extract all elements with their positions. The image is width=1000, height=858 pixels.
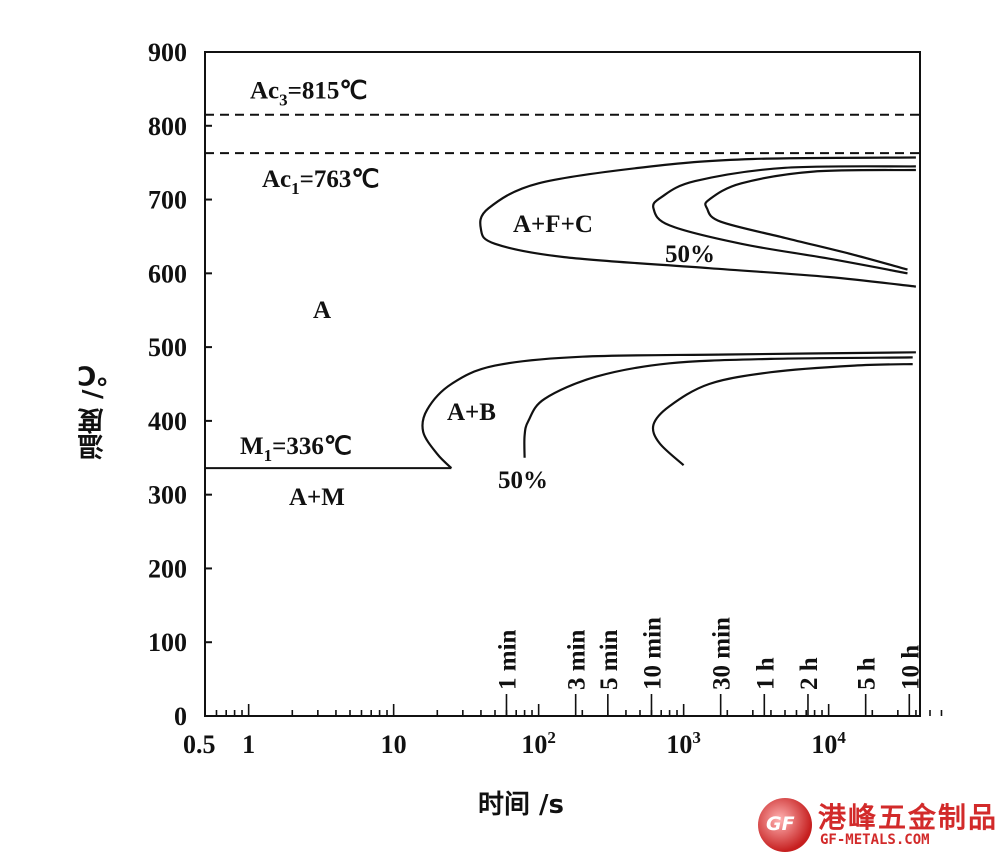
time-marker-label: 5 min: [596, 629, 623, 690]
ferrite-start-curve: [479, 156, 917, 288]
time-marker-label: 3 min: [564, 629, 591, 690]
gf-logo-icon: GF: [758, 798, 812, 852]
watermark-logo: GF 港峰五金制品 GF-METALS.COM: [754, 796, 998, 856]
y-tick-label: 500: [148, 333, 187, 362]
bainite-start-curve: [421, 351, 916, 469]
reference-label-Ac3: Ac3=815℃: [250, 78, 367, 110]
y-tick-label: 0: [174, 702, 187, 731]
time-marker-label: 1 min: [494, 629, 521, 690]
watermark-company-name: 港峰五金制品: [818, 801, 999, 834]
time-marker-label: 10 h: [897, 645, 924, 690]
time-marker-label: 2 h: [796, 657, 823, 690]
time-marker-label: 5 h: [854, 657, 881, 690]
region-label: A+B: [447, 399, 496, 426]
y-tick-label: 700: [148, 186, 187, 215]
ferrite-end-curve: [704, 168, 916, 271]
y-axis-label: 温度 /℃: [78, 359, 108, 461]
x-axis-label: 时间 /s: [478, 790, 565, 820]
bainite-50pct-curve: [523, 356, 913, 458]
x-tick-label: 103: [666, 728, 701, 759]
watermark-url: GF-METALS.COM: [820, 832, 930, 848]
y-tick-label: 200: [148, 554, 187, 583]
reference-label-M1: M1=336℃: [240, 433, 352, 465]
x-tick-label: 0.5: [183, 730, 216, 759]
time-marker-label: 10 min: [639, 617, 666, 690]
region-label: A+M: [289, 484, 345, 511]
percent-label: 50%: [665, 241, 715, 268]
region-label: A+F+C: [513, 211, 593, 238]
time-marker-label: 30 min: [709, 617, 736, 690]
y-tick-label: 800: [148, 112, 187, 141]
x-tick-label: 1: [242, 730, 255, 759]
x-tick-label: 104: [811, 728, 846, 759]
ferrite-50pct-curve: [652, 165, 916, 275]
x-tick-label: 10: [381, 730, 407, 759]
y-tick-label: 300: [148, 481, 187, 510]
y-tick-label: 400: [148, 407, 187, 436]
plot-frame: [204, 51, 921, 717]
y-tick-label: 100: [148, 628, 187, 657]
time-marker-label: 1 h: [752, 657, 779, 690]
y-tick-label: 900: [148, 38, 187, 67]
y-tick-label: 600: [148, 259, 187, 288]
region-label: A: [313, 297, 331, 324]
x-tick-label: 102: [521, 728, 556, 759]
bainite-end-curve: [651, 363, 913, 467]
percent-label: 50%: [498, 467, 548, 494]
reference-label-Ac1: Ac1=763℃: [262, 166, 379, 198]
